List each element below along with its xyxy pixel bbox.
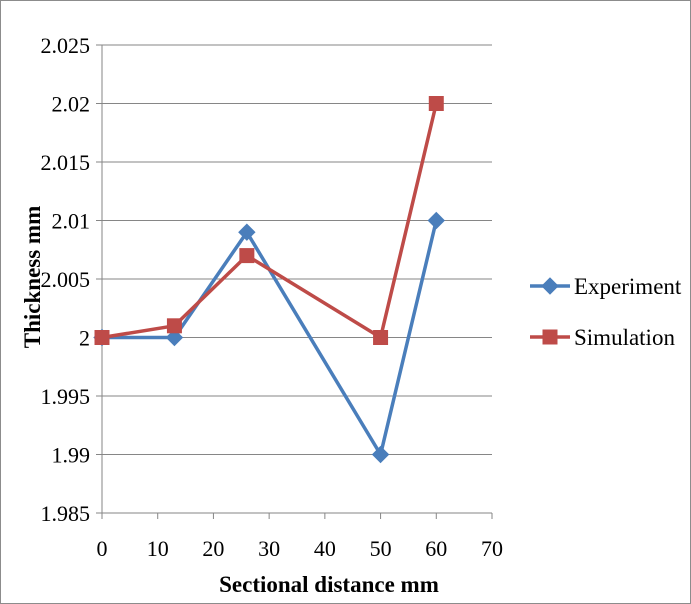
- x-tick-labels: 0 10 20 30 40 50 60 70: [97, 536, 504, 561]
- x-tick-label: 10: [147, 536, 169, 561]
- y-tick-label: 2.025: [41, 33, 91, 58]
- x-tick-label: 50: [370, 536, 392, 561]
- y-tick-label: 1.995: [41, 384, 91, 409]
- y-tick-labels: 1.985 1.99 1.995 2 2.005 2.01 2.015 2.02 2.025: [41, 33, 91, 526]
- legend-marker-simulation: [542, 329, 558, 345]
- x-tick-label: 60: [425, 536, 447, 561]
- gridlines: [102, 44, 492, 455]
- series-layer: [93, 96, 445, 464]
- legend-item-experiment: Experiment: [530, 274, 682, 299]
- data-point-simulation: [166, 318, 182, 334]
- legend-label-experiment: Experiment: [574, 274, 682, 299]
- y-tick-label: 2.005: [41, 267, 91, 292]
- data-point-experiment: [427, 211, 445, 230]
- data-point-experiment: [165, 328, 184, 347]
- x-tick-label: 70: [481, 536, 503, 561]
- legend: Experiment Simulation: [530, 274, 682, 350]
- data-point-simulation: [428, 96, 444, 111]
- series-simulation: [94, 96, 444, 345]
- x-tick-label: 40: [314, 536, 336, 561]
- y-axis-title: Thickness mm: [20, 206, 45, 349]
- x-tick-label: 20: [202, 536, 224, 561]
- y-tick-label: 2.01: [52, 209, 91, 234]
- x-tick-label: 0: [97, 536, 108, 561]
- data-point-simulation: [373, 330, 389, 345]
- y-tick-label: 1.985: [41, 501, 91, 526]
- y-tick-label: 2.02: [52, 92, 91, 117]
- axes: [96, 44, 493, 519]
- x-axis-title: Sectional distance mm: [219, 572, 439, 597]
- legend-marker-experiment: [541, 277, 559, 295]
- data-point-simulation: [94, 330, 110, 345]
- data-point-experiment: [238, 223, 256, 241]
- y-tick-label: 2: [79, 326, 90, 351]
- y-tick-label: 2.015: [41, 150, 91, 175]
- legend-label-simulation: Simulation: [574, 325, 675, 350]
- data-point-experiment: [371, 445, 390, 464]
- x-tick-label: 30: [258, 536, 280, 561]
- y-tick-label: 1.99: [52, 443, 91, 468]
- legend-item-simulation: Simulation: [530, 325, 675, 350]
- data-point-simulation: [239, 248, 255, 264]
